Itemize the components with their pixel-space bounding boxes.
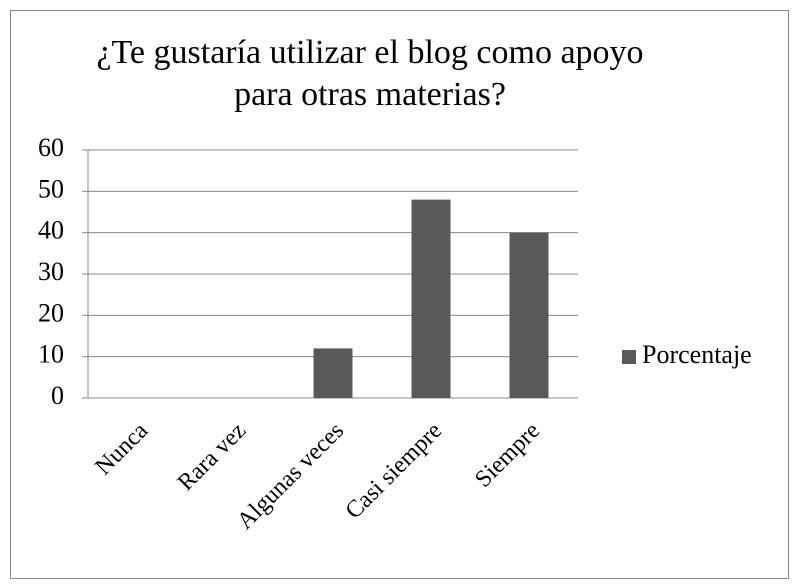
y-tick-label: 10 bbox=[38, 340, 64, 369]
x-tick-label: Nunca bbox=[90, 418, 153, 481]
legend-swatch bbox=[622, 350, 636, 364]
x-tick-label: Casi siempre bbox=[341, 418, 448, 525]
bar bbox=[509, 232, 549, 398]
bar bbox=[411, 199, 451, 398]
y-tick-label: 30 bbox=[38, 257, 64, 286]
x-tick-label: Rara vez bbox=[173, 418, 251, 496]
bar bbox=[313, 348, 353, 398]
chart-border bbox=[10, 10, 789, 579]
legend-label: Porcentaje bbox=[642, 340, 752, 369]
x-tick-label: Siempre bbox=[470, 418, 545, 493]
chart-title: ¿Te gustaría utilizar el blog como apoyo… bbox=[96, 34, 644, 113]
y-tick-label: 50 bbox=[38, 174, 64, 203]
y-tick-label: 0 bbox=[51, 381, 64, 410]
y-tick-label: 20 bbox=[38, 298, 64, 327]
y-tick-label: 60 bbox=[38, 133, 64, 162]
y-tick-label: 40 bbox=[38, 216, 64, 245]
